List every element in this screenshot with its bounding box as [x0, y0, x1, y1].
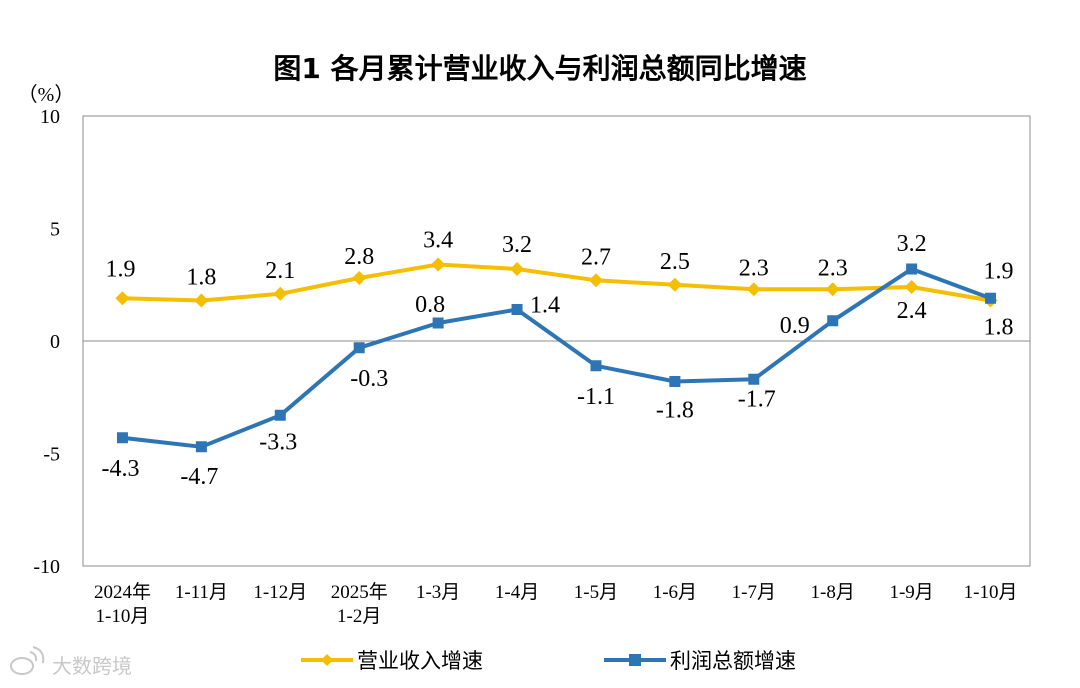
legend-item-profit: 利润总额增速	[604, 649, 796, 673]
profit-data-label: 1.4	[530, 293, 560, 319]
x-tick-line: 1-9月	[889, 582, 933, 603]
y-tick-label: -5	[43, 444, 60, 466]
y-axis-unit-label: （%）	[18, 83, 75, 106]
x-axis-ticks: 2024年 1-10月 1-11月 1-12月 2025年 1-2月 1-3月 1-4月 1-5…	[94, 581, 1018, 627]
y-tick-label: -10	[33, 556, 60, 578]
revenue-point-marker	[510, 262, 525, 276]
revenue-data-label: 1.8	[984, 315, 1014, 341]
revenue-point-marker	[667, 277, 682, 292]
data-labels-layer: 1.9 1.8 2.1 2.8 3.4 3.2 2.7 2.5 2.3 2.3 2.4 1.8 -4.3…	[101, 228, 1013, 490]
revenue-point-marker	[273, 286, 288, 301]
revenue-point-marker	[352, 271, 367, 285]
profit-data-label: 0.9	[780, 313, 810, 339]
x-tick-label: 1-8月	[811, 582, 855, 603]
revenue-data-label: 2.5	[660, 249, 690, 275]
x-tick-line: 1-10月	[964, 582, 1018, 603]
revenue-data-label: 2.8	[344, 244, 374, 270]
x-tick-label: 1-7月	[732, 582, 776, 603]
profit-data-label: -0.3	[350, 366, 388, 392]
profit-point-marker	[511, 304, 523, 315]
revenue-data-label: 2.3	[818, 255, 848, 281]
x-tick-label: 1-3月	[416, 582, 460, 603]
x-tick-line: 1-7月	[732, 582, 776, 603]
x-tick-label: 2024年 1-10月	[94, 581, 151, 627]
revenue-point-marker	[904, 280, 919, 294]
revenue-data-label: 2.3	[739, 255, 769, 281]
y-axis-ticks: 10 5 0 -5 -10	[33, 106, 60, 578]
revenue-point-marker	[588, 273, 603, 288]
profit-data-label: -4.7	[180, 464, 218, 490]
x-tick-label: 1-9月	[889, 582, 933, 603]
series-line-revenue	[122, 262, 991, 303]
revenue-point-marker	[431, 257, 446, 272]
x-tick-label: 2025年 1-2月	[331, 581, 388, 627]
revenue-data-label: 2.1	[265, 258, 295, 284]
x-tick-line: 1-12月	[253, 582, 307, 603]
profit-point-marker	[985, 292, 997, 304]
revenue-data-label: 3.4	[423, 228, 453, 254]
revenue-data-label: 1.9	[105, 256, 135, 282]
revenue-data-label: 3.2	[502, 232, 532, 258]
x-tick-label: 1-12月	[253, 582, 307, 603]
x-tick-line: 1-10月	[96, 606, 150, 627]
watermark-text: 大数跨境	[52, 654, 132, 678]
chart-title: 图1 各月累计营业收入与利润总额同比增速	[273, 52, 806, 85]
revenue-point-marker	[194, 293, 209, 308]
profit-point-marker	[353, 342, 365, 354]
profit-point-marker	[432, 317, 444, 329]
x-tick-line: 1-2月	[337, 606, 381, 627]
watermark: 大数跨境	[10, 646, 132, 678]
y-tick-label: 0	[50, 331, 60, 353]
series-layer	[115, 257, 998, 453]
legend: 营业收入增速 利润总额增速	[301, 649, 796, 673]
profit-data-label: -4.3	[101, 456, 139, 482]
series-line-profit	[122, 267, 992, 449]
profit-data-label: 3.2	[897, 231, 927, 257]
revenue-point-marker	[825, 282, 840, 297]
y-tick-label: 10	[40, 106, 60, 128]
x-tick-line: 1-6月	[653, 582, 697, 603]
profit-data-label: 1.9	[984, 258, 1014, 284]
profit-point-marker	[195, 441, 207, 453]
legend-profit-label: 利润总额增速	[670, 649, 796, 673]
x-tick-line: 2024年	[94, 581, 151, 603]
x-tick-line: 2025年	[331, 581, 388, 603]
profit-data-label: -3.3	[259, 429, 297, 455]
x-tick-label: 1-5月	[574, 582, 618, 603]
revenue-data-label: 2.4	[897, 298, 927, 324]
x-tick-label: 1-6月	[653, 582, 697, 603]
profit-data-label: -1.1	[577, 384, 615, 410]
profit-data-label: -1.8	[656, 398, 694, 424]
x-tick-line: 1-3月	[416, 582, 460, 603]
x-tick-line: 1-4月	[495, 582, 539, 603]
legend-profit-square-marker	[629, 654, 641, 666]
profit-data-label: -1.7	[738, 386, 776, 412]
profit-point-marker	[827, 315, 839, 327]
y-tick-label: 5	[50, 219, 60, 241]
profit-point-marker	[669, 376, 681, 387]
profit-point-marker	[906, 263, 918, 275]
revenue-point-marker	[746, 282, 761, 297]
legend-revenue-diamond-marker	[321, 654, 333, 666]
x-tick-line: 1-11月	[175, 582, 228, 603]
profit-point-marker	[274, 409, 286, 421]
profit-point-marker	[116, 432, 128, 444]
weibo-logo-icon	[10, 646, 45, 675]
legend-item-revenue: 营业收入增速	[301, 649, 483, 673]
profit-point-marker	[590, 360, 602, 372]
x-tick-line: 1-8月	[811, 582, 855, 603]
x-tick-line: 1-5月	[574, 582, 618, 603]
x-tick-label: 1-4月	[495, 582, 539, 603]
x-tick-label: 1-10月	[964, 582, 1018, 603]
revenue-data-label: 1.8	[186, 265, 216, 291]
revenue-point-marker	[115, 291, 130, 306]
profit-data-label: 0.8	[415, 292, 445, 318]
profit-point-marker	[748, 373, 760, 385]
x-tick-label: 1-11月	[175, 582, 228, 603]
revenue-data-label: 2.7	[581, 244, 611, 270]
legend-revenue-label: 营业收入增速	[357, 649, 483, 673]
